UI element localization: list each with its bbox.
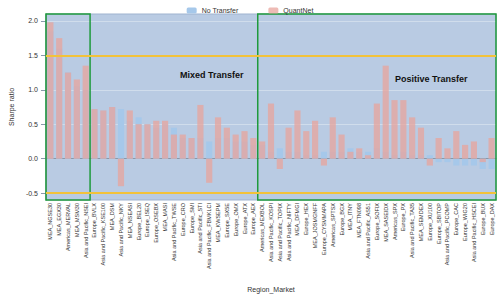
svg-text:Europe_SMI: Europe_SMI <box>189 203 195 234</box>
svg-text:Positive Transfer: Positive Transfer <box>395 74 468 84</box>
svg-text:Asia and Pacific_AS51: Asia and Pacific_AS51 <box>365 203 371 259</box>
svg-text:Asia and Pacific_TA35: Asia and Pacific_TA35 <box>409 203 415 258</box>
svg-text:MEA_FTN098: MEA_FTN098 <box>356 203 362 238</box>
svg-text:No Transfer: No Transfer <box>202 7 239 14</box>
svg-text:Asia and Pacific_NSEI: Asia and Pacific_NSEI <box>83 203 89 258</box>
svg-text:Europe_WIG20: Europe_WIG20 <box>462 203 468 241</box>
svg-text:Asia and Pacific_PCOMP: Asia and Pacific_PCOMP <box>444 203 450 266</box>
svg-text:Europe_DAX: Europe_DAX <box>489 203 495 235</box>
svg-text:Europe_OSEBX: Europe_OSEBX <box>153 203 159 243</box>
svg-text:Europe_CYSMMAPA: Europe_CYSMMAPA <box>321 203 327 255</box>
svg-text:Americas_MEXBOL: Americas_MEXBOL <box>259 203 265 252</box>
svg-text:Mixed Transfer: Mixed Transfer <box>180 70 244 80</box>
svg-text:Asia and Pacific_KOSPI: Asia and Pacific_KOSPI <box>268 203 274 262</box>
svg-text:MEA_JOSMGNFF: MEA_JOSMGNFF <box>312 202 318 248</box>
svg-text:Europe_CRO: Europe_CRO <box>180 202 186 236</box>
svg-text:0.5: 0.5 <box>28 121 38 128</box>
svg-text:MEA_MSM30: MEA_MSM30 <box>74 203 80 237</box>
svg-text:MEA_DSM: MEA_DSM <box>109 203 115 231</box>
svg-text:MEA_KWSEPM: MEA_KWSEPM <box>215 203 221 243</box>
svg-text:Asia and Pacific_NKY: Asia and Pacific_NKY <box>118 203 124 257</box>
svg-text:Europe_OMX: Europe_OMX <box>233 203 239 237</box>
svg-text:0.0: 0.0 <box>28 155 38 162</box>
svg-text:Europe_XU100: Europe_XU100 <box>427 203 433 241</box>
svg-text:MEA_SEMDEX: MEA_SEMDEX <box>418 203 424 242</box>
svg-text:MEA_NSEASI: MEA_NSEASI <box>127 203 133 239</box>
svg-text:MEA_SASEIDX: MEA_SASEIDX <box>383 203 389 242</box>
svg-text:MEA_DFMGI: MEA_DFMGI <box>294 203 300 236</box>
svg-text:Europe_ATX: Europe_ATX <box>242 203 248 234</box>
svg-text:Asia and Pacific_NIFTY: Asia and Pacific_NIFTY <box>286 203 292 261</box>
svg-text:Asia and Pacific_STI: Asia and Pacific_STI <box>197 203 203 254</box>
svg-text:QuantNet: QuantNet <box>283 7 313 15</box>
svg-text:MEA_NGSE30: MEA_NGSE30 <box>47 203 53 240</box>
svg-text:Asia and Pacific_TOPIX: Asia and Pacific_TOPIX <box>277 203 283 262</box>
svg-text:Asia and Pacific_FBMKLCI: Asia and Pacific_FBMKLCI <box>206 203 212 269</box>
svg-text:Europe_BEL20: Europe_BEL20 <box>136 203 142 240</box>
svg-text:Europe_CAC: Europe_CAC <box>453 203 459 235</box>
svg-text:1.0: 1.0 <box>28 86 38 93</box>
svg-text:Europe_HEX: Europe_HEX <box>303 203 309 235</box>
svg-text:Asia and Pacific_HSCEI: Asia and Pacific_HSCEI <box>471 203 477 262</box>
svg-text:Europe_AEX: Europe_AEX <box>250 203 256 235</box>
svg-text:Europe_ISEQ: Europe_ISEQ <box>144 202 150 237</box>
svg-text:Asia and Pacific_TWSE: Asia and Pacific_TWSE <box>171 203 177 261</box>
svg-text:Americas_SPX: Americas_SPX <box>392 203 398 240</box>
svg-text:MEA_ITNY: MEA_ITNY <box>347 203 353 231</box>
svg-text:2.0: 2.0 <box>28 17 38 24</box>
svg-text:1.5: 1.5 <box>28 52 38 59</box>
svg-text:Europe_BVLX: Europe_BVLX <box>91 203 97 238</box>
svg-text:Europe_BGX: Europe_BGX <box>339 203 345 236</box>
svg-text:Europe_SOFIX: Europe_SOFIX <box>374 203 380 241</box>
svg-text:Europe_PX: Europe_PX <box>400 203 406 231</box>
svg-text:Europe_SBITOP: Europe_SBITOP <box>436 203 442 244</box>
svg-text:Americas_MERVAL: Americas_MERVAL <box>65 203 71 251</box>
svg-text:MEA_EGX30: MEA_EGX30 <box>56 203 62 236</box>
svg-text:Europe_BUX: Europe_BUX <box>480 203 486 235</box>
svg-text:MEA_MASI: MEA_MASI <box>162 203 168 232</box>
svg-text:Sharpe ratio: Sharpe ratio <box>8 88 16 126</box>
svg-text:Region_Market: Region_Market <box>247 286 295 294</box>
svg-text:Asia and Pacific_KSE100: Asia and Pacific_KSE100 <box>100 203 106 265</box>
svg-text:-0.5: -0.5 <box>26 190 38 197</box>
svg-text:Europe_SX5E: Europe_SX5E <box>224 203 230 238</box>
svg-text:Americas_SPTSX: Americas_SPTSX <box>330 203 336 247</box>
